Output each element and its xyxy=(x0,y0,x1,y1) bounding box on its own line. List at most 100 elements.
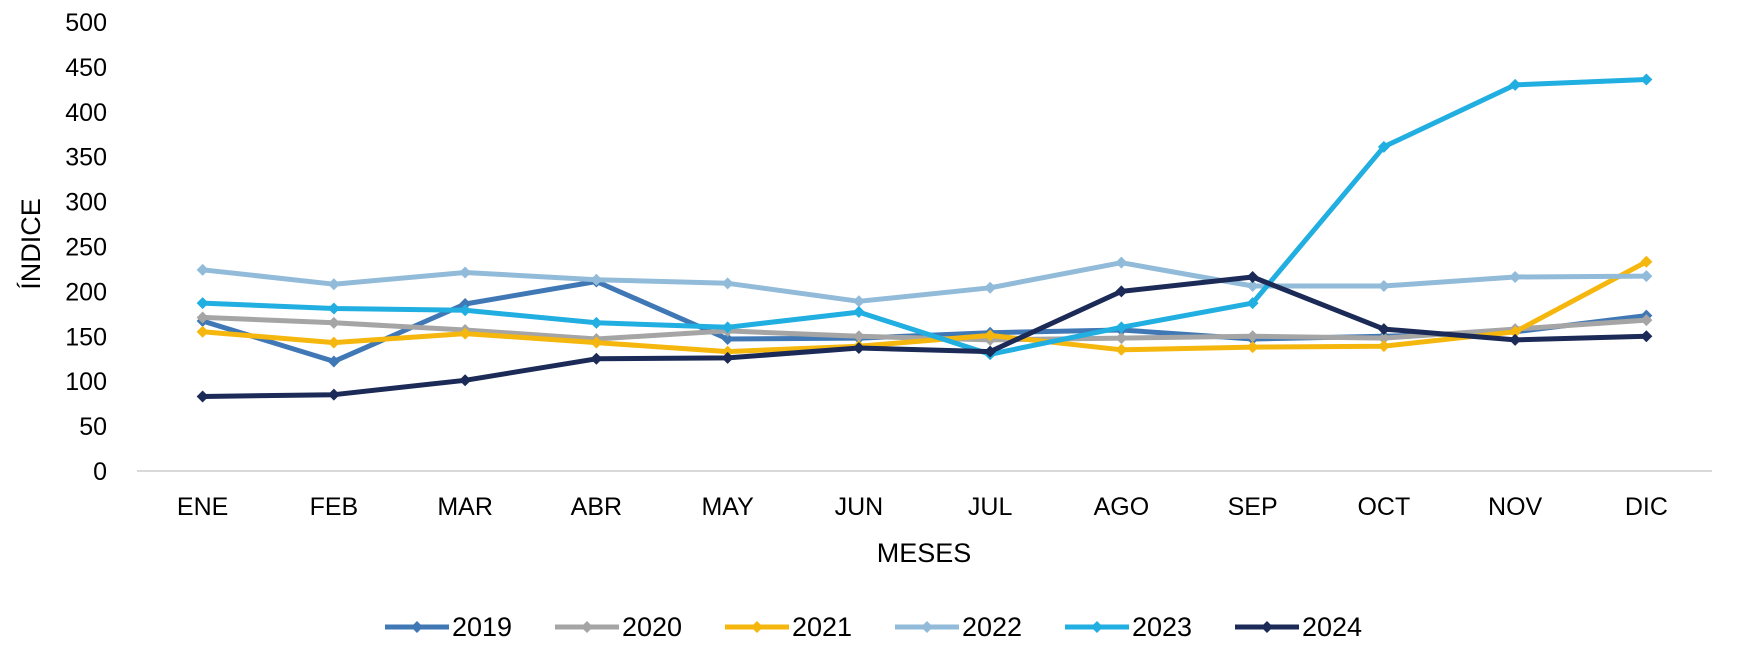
y-tick-label: 50 xyxy=(79,413,107,441)
data-point xyxy=(1246,341,1259,354)
data-point xyxy=(852,341,865,354)
series-2024 xyxy=(196,271,1653,403)
data-point xyxy=(1246,297,1259,310)
data-point xyxy=(327,355,340,368)
series-2022 xyxy=(196,256,1653,308)
y-tick-label: 450 xyxy=(65,54,107,82)
legend-item-2020: 2020 xyxy=(555,612,682,642)
x-tick-label: MAY xyxy=(701,493,754,521)
legend-label: 2019 xyxy=(452,612,512,642)
series-line-2022 xyxy=(200,260,1649,304)
series-2019 xyxy=(196,275,1653,368)
y-tick-label: 350 xyxy=(65,144,107,172)
legend-item-2023: 2023 xyxy=(1065,612,1192,642)
x-tick-label: FEB xyxy=(310,493,359,521)
x-tick-label: AGO xyxy=(1094,493,1150,521)
legend-label: 2023 xyxy=(1132,612,1192,642)
data-point xyxy=(1640,73,1653,86)
data-point xyxy=(1377,332,1390,345)
x-tick-label: OCT xyxy=(1357,493,1410,521)
x-tick-label: NOV xyxy=(1488,493,1543,521)
data-point xyxy=(1509,333,1522,346)
data-point xyxy=(327,336,340,349)
data-point xyxy=(196,325,209,338)
legend-marker xyxy=(1091,621,1103,633)
data-point xyxy=(852,330,865,343)
y-tick-label: 200 xyxy=(65,278,107,306)
legend-marker xyxy=(921,621,933,633)
y-tick-label: 0 xyxy=(93,458,107,486)
x-tick-label: JUN xyxy=(835,493,884,521)
data-point xyxy=(852,306,865,319)
x-axis-tick-labels: ENE FEB MAR ABR MAY JUN JUL AGO SEP OCT NOV DIC xyxy=(177,493,1668,521)
y-tick-label: 250 xyxy=(65,234,107,262)
y-tick-label: 100 xyxy=(65,368,107,396)
data-point xyxy=(1246,280,1259,293)
legend-label: 2024 xyxy=(1302,612,1362,642)
data-point xyxy=(1377,280,1390,293)
data-point xyxy=(984,329,997,342)
data-point xyxy=(721,351,734,364)
series-line-2023 xyxy=(200,77,1649,357)
data-point xyxy=(721,345,734,358)
series-2021 xyxy=(196,255,1653,358)
data-point xyxy=(196,263,209,276)
data-point xyxy=(1115,332,1128,345)
data-point xyxy=(459,374,472,387)
data-point xyxy=(984,281,997,294)
data-point xyxy=(1640,330,1653,343)
data-point xyxy=(1640,270,1653,283)
legend-item-2019: 2019 xyxy=(385,612,512,642)
data-point xyxy=(459,304,472,317)
legend: 2019 2020 2021 2022 2023 2024 xyxy=(385,612,1362,642)
data-point xyxy=(327,388,340,401)
data-point xyxy=(1377,140,1390,153)
data-point xyxy=(196,390,209,403)
series-line-2020 xyxy=(200,314,1649,343)
data-point xyxy=(1640,255,1653,268)
y-axis-title: ÍNDICE xyxy=(16,198,46,290)
data-point xyxy=(1246,271,1259,284)
data-point xyxy=(1377,340,1390,353)
data-point xyxy=(327,316,340,329)
data-point xyxy=(721,277,734,290)
data-point xyxy=(327,278,340,291)
legend-label: 2020 xyxy=(622,612,682,642)
data-point xyxy=(1115,343,1128,356)
data-point xyxy=(1115,321,1128,334)
legend-marker xyxy=(411,621,423,633)
data-point xyxy=(1509,325,1522,338)
data-point xyxy=(1115,285,1128,298)
data-point xyxy=(459,297,472,310)
data-point xyxy=(196,297,209,310)
data-point xyxy=(590,352,603,365)
legend-marker xyxy=(751,621,763,633)
y-tick-label: 150 xyxy=(65,323,107,351)
x-tick-label: SEP xyxy=(1228,493,1278,521)
series-lines xyxy=(196,73,1653,403)
data-point xyxy=(1377,323,1390,336)
data-point xyxy=(459,266,472,279)
data-point xyxy=(984,345,997,358)
y-axis-tick-labels: 0 50 100 150 200 250 300 350 400 450 500 xyxy=(65,9,107,486)
x-tick-label: ABR xyxy=(571,493,622,521)
legend-item-2024: 2024 xyxy=(1235,612,1362,642)
y-tick-label: 400 xyxy=(65,99,107,127)
data-point xyxy=(1115,256,1128,269)
data-point xyxy=(1246,330,1259,343)
data-point xyxy=(459,327,472,340)
legend-label: 2022 xyxy=(962,612,1022,642)
legend-label: 2021 xyxy=(792,612,852,642)
data-point xyxy=(1640,314,1653,327)
data-point xyxy=(590,336,603,349)
x-tick-label: DIC xyxy=(1625,493,1668,521)
series-line-2021 xyxy=(200,259,1649,355)
series-line-2024 xyxy=(200,274,1649,399)
y-tick-label: 300 xyxy=(65,189,107,217)
legend-item-2022: 2022 xyxy=(895,612,1022,642)
data-point xyxy=(1509,78,1522,91)
data-point xyxy=(1509,271,1522,284)
data-point xyxy=(852,295,865,308)
data-point xyxy=(590,316,603,329)
